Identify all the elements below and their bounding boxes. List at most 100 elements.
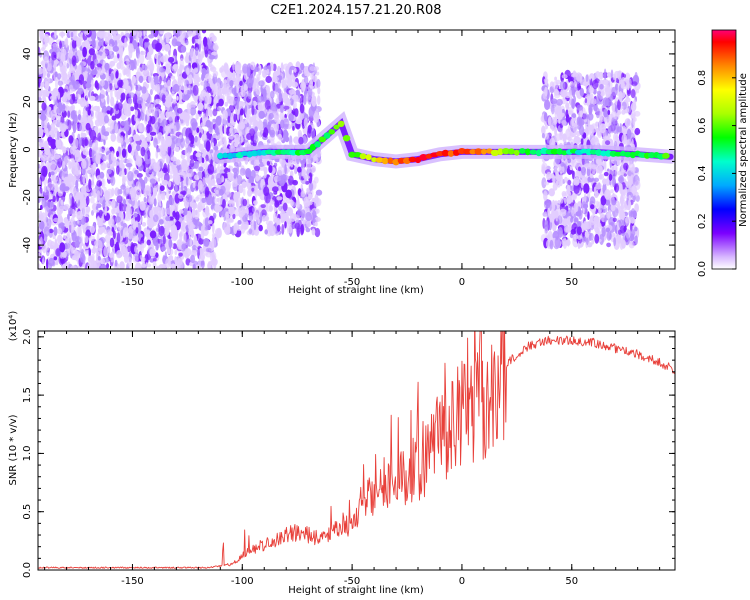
speckle-blob bbox=[276, 196, 283, 201]
speckle-blob bbox=[149, 248, 156, 257]
speckle-blob bbox=[76, 98, 83, 105]
speckle-blob bbox=[190, 47, 196, 60]
speckle-blob bbox=[221, 137, 224, 141]
speckle-blob bbox=[251, 105, 255, 116]
speckle-blob bbox=[562, 133, 567, 143]
speckle-blob bbox=[149, 57, 153, 69]
speckle-blob bbox=[120, 184, 126, 190]
speckle-blob bbox=[241, 181, 247, 189]
speckle-blob bbox=[239, 108, 244, 116]
speckle-blob bbox=[152, 30, 159, 38]
speckle-blob bbox=[169, 231, 176, 238]
speckle-blob bbox=[148, 74, 153, 84]
speckle-blob bbox=[153, 198, 157, 207]
speckle-blob bbox=[183, 86, 188, 95]
speckle-blob bbox=[77, 64, 82, 74]
speckle-blob bbox=[257, 120, 264, 131]
speckle-blob bbox=[162, 254, 166, 265]
speckle-blob bbox=[159, 66, 164, 73]
speckle-blob bbox=[38, 96, 42, 103]
speckle-blob bbox=[187, 30, 193, 37]
speckle-blob bbox=[212, 223, 215, 234]
speckle-blob bbox=[284, 221, 287, 229]
speckle-blob bbox=[300, 190, 306, 198]
speckle-blob bbox=[305, 158, 312, 170]
speckle-blob bbox=[46, 258, 49, 269]
speckle-blob bbox=[67, 110, 71, 118]
speckle-blob bbox=[229, 80, 234, 87]
speckle-blob bbox=[40, 81, 45, 88]
speckle-blob bbox=[176, 107, 183, 114]
speckle-blob bbox=[191, 244, 197, 251]
speckle-blob bbox=[88, 140, 93, 148]
speckle-blob bbox=[256, 131, 260, 137]
speckle-blob bbox=[197, 180, 203, 191]
speckle-blob bbox=[63, 176, 70, 184]
speckle-blob bbox=[111, 208, 115, 215]
speckle-blob bbox=[155, 98, 161, 104]
speckle-blob bbox=[208, 220, 213, 225]
speckle-blob bbox=[62, 71, 68, 82]
speckle-blob bbox=[165, 66, 171, 75]
speckle-blob bbox=[115, 71, 119, 79]
speckle-blob bbox=[49, 244, 54, 250]
speckle-blob bbox=[120, 92, 126, 101]
speckle-blob bbox=[259, 211, 263, 223]
speckle-blob bbox=[127, 43, 134, 54]
speckle-blob bbox=[139, 187, 142, 198]
speckle-blob bbox=[77, 50, 83, 58]
speckle-blob bbox=[189, 101, 196, 110]
speckle-blob bbox=[251, 187, 255, 192]
speckle-blob bbox=[258, 80, 265, 87]
speckle-blob bbox=[153, 257, 157, 262]
speckle-blob bbox=[72, 121, 77, 134]
speckle-blob bbox=[263, 167, 267, 179]
speckle-blob bbox=[632, 210, 637, 219]
speckle-blob bbox=[194, 160, 199, 169]
speckle-blob bbox=[214, 203, 220, 213]
speckle-blob bbox=[317, 95, 321, 106]
speckle-blob bbox=[283, 123, 289, 130]
speckle-blob bbox=[212, 238, 217, 247]
speckle-blob bbox=[126, 58, 130, 66]
speckle-blob bbox=[60, 53, 66, 62]
speckle-blob bbox=[174, 256, 177, 264]
speckle-blob bbox=[293, 67, 297, 73]
speckle-blob bbox=[265, 220, 271, 226]
speckle-blob bbox=[133, 213, 138, 218]
speckle-blob bbox=[315, 157, 319, 163]
speckle-blob bbox=[210, 159, 213, 167]
speckle-blob bbox=[64, 219, 70, 229]
speckle-blob bbox=[111, 187, 115, 197]
speckle-blob bbox=[308, 182, 314, 191]
speckle-blob bbox=[209, 32, 215, 42]
spectrogram-speckle bbox=[38, 30, 641, 269]
speckle-blob bbox=[185, 194, 193, 203]
speckle-blob bbox=[244, 105, 248, 113]
speckle-blob bbox=[258, 110, 266, 119]
speckle-blob bbox=[42, 92, 46, 103]
speckle-blob bbox=[160, 170, 165, 183]
speckle-blob bbox=[198, 156, 202, 165]
speckle-blob bbox=[99, 79, 105, 87]
speckle-blob bbox=[103, 131, 110, 137]
speckle-blob bbox=[173, 63, 179, 69]
speckle-blob bbox=[67, 211, 71, 222]
speckle-blob bbox=[612, 217, 617, 222]
speckle-blob bbox=[179, 134, 183, 139]
speckle-blob bbox=[311, 228, 316, 236]
speckle-blob bbox=[552, 225, 556, 232]
speckle-blob bbox=[131, 75, 137, 84]
speckle-blob bbox=[290, 100, 294, 106]
speckle-blob bbox=[287, 218, 293, 228]
speckle-blob bbox=[125, 250, 129, 259]
speckle-blob bbox=[124, 33, 131, 38]
speckle-blob bbox=[85, 122, 91, 131]
speckle-blob bbox=[149, 209, 154, 219]
speckle-blob bbox=[253, 220, 257, 231]
speckle-blob bbox=[53, 226, 58, 236]
speckle-blob bbox=[308, 193, 313, 200]
speckle-blob bbox=[296, 209, 303, 217]
speckle-blob bbox=[233, 174, 237, 179]
